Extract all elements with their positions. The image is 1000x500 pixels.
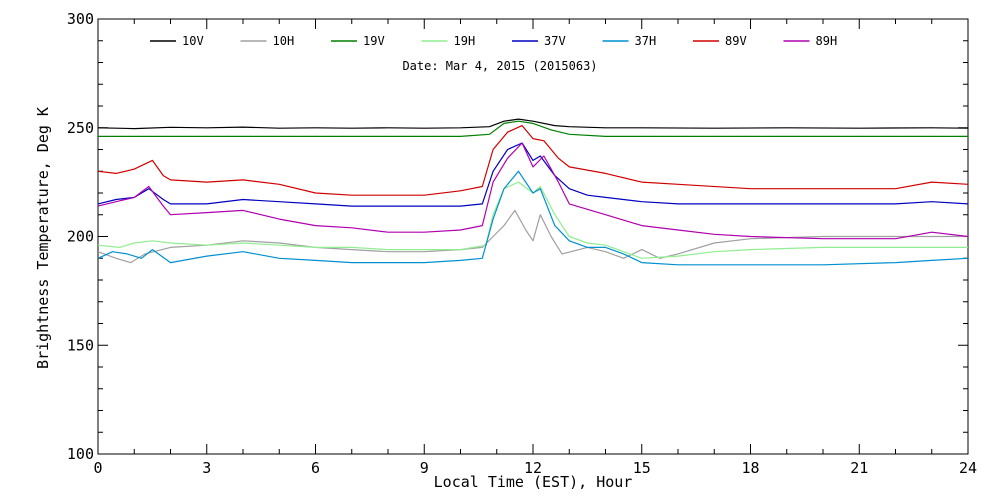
x-tick-label: 9 [420,459,429,477]
legend-label-19h: 19H [454,34,476,48]
legend-label-37v: 37V [544,34,566,48]
y-tick-label: 150 [67,336,94,354]
x-tick-label: 24 [959,459,977,477]
x-tick-label: 3 [202,459,211,477]
x-tick-label: 21 [850,459,868,477]
legend-label-10h: 10H [273,34,295,48]
x-tick-label: 6 [311,459,320,477]
y-tick-label: 200 [67,228,94,246]
legend-label-19v: 19V [363,34,385,48]
chart-subtitle: Date: Mar 4, 2015 (2015063) [402,59,597,73]
x-axis-title: Local Time (EST), Hour [434,473,633,491]
legend-label-89v: 89V [725,34,747,48]
series-line-19v [98,120,968,137]
x-tick-label: 12 [524,459,542,477]
legend-label-37h: 37H [635,34,657,48]
series-line-89v [97,125,969,196]
series-line-10v [97,118,969,130]
y-axis-title: Brightness Temperature, Deg K [34,107,52,369]
series-line-37h [97,170,969,266]
x-tick-label: 15 [633,459,651,477]
y-tick-label: 100 [67,445,94,463]
legend: 10V 10H 19V 19H 37V 37H 89V 89H [150,34,837,48]
legend-label-10v: 10V [182,34,204,48]
y-tick-label: 300 [67,10,94,28]
series-line-89h [97,142,969,240]
x-tick-label: 18 [741,459,759,477]
legend-label-89h: 89H [816,34,838,48]
x-tick-label: 0 [93,459,102,477]
series-layer [97,118,969,266]
series-line-10h [97,209,968,264]
y-tick-label: 250 [67,119,94,137]
axis-ticks: 0 3 6 9 12 15 18 21 24 100 150 200 250 300 [67,10,977,477]
series-line-37v [97,142,969,207]
